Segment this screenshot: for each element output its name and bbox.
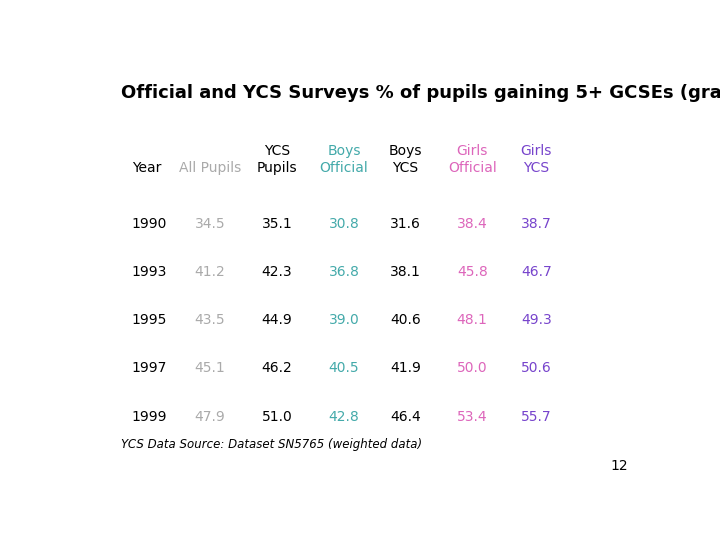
Text: YCS
Pupils: YCS Pupils — [256, 144, 297, 175]
Text: Official and YCS Surveys % of pupils gaining 5+ GCSEs (grades A*-C): Official and YCS Surveys % of pupils gai… — [121, 84, 720, 102]
Text: 43.5: 43.5 — [194, 313, 225, 327]
Text: 45.8: 45.8 — [457, 265, 487, 279]
Text: 31.6: 31.6 — [390, 217, 420, 231]
Text: 46.7: 46.7 — [521, 265, 552, 279]
Text: 40.5: 40.5 — [328, 361, 359, 375]
Text: 42.3: 42.3 — [261, 265, 292, 279]
Text: All Pupils: All Pupils — [179, 161, 241, 175]
Text: Boys
YCS: Boys YCS — [389, 144, 422, 175]
Text: YCS Data Source: Dataset SN5765 (weighted data): YCS Data Source: Dataset SN5765 (weighte… — [121, 437, 422, 451]
Text: 1993: 1993 — [132, 265, 167, 279]
Text: 1999: 1999 — [132, 409, 167, 423]
Text: 44.9: 44.9 — [261, 313, 292, 327]
Text: 41.9: 41.9 — [390, 361, 420, 375]
Text: 49.3: 49.3 — [521, 313, 552, 327]
Text: 53.4: 53.4 — [457, 409, 487, 423]
Text: 41.2: 41.2 — [194, 265, 225, 279]
Text: 38.1: 38.1 — [390, 265, 420, 279]
Text: 46.4: 46.4 — [390, 409, 420, 423]
Text: 1995: 1995 — [132, 313, 167, 327]
Text: 38.7: 38.7 — [521, 217, 552, 231]
Text: 50.0: 50.0 — [457, 361, 487, 375]
Text: Boys
Official: Boys Official — [320, 144, 368, 175]
Text: 34.5: 34.5 — [194, 217, 225, 231]
Text: Girls
YCS: Girls YCS — [521, 144, 552, 175]
Text: 55.7: 55.7 — [521, 409, 552, 423]
Text: 39.0: 39.0 — [328, 313, 359, 327]
Text: 47.9: 47.9 — [194, 409, 225, 423]
Text: 48.1: 48.1 — [456, 313, 487, 327]
Text: 30.8: 30.8 — [328, 217, 359, 231]
Text: Girls
Official: Girls Official — [448, 144, 497, 175]
Text: 38.4: 38.4 — [457, 217, 487, 231]
Text: 1997: 1997 — [132, 361, 167, 375]
Text: 45.1: 45.1 — [194, 361, 225, 375]
Text: 40.6: 40.6 — [390, 313, 420, 327]
Text: 50.6: 50.6 — [521, 361, 552, 375]
Text: 12: 12 — [611, 459, 629, 473]
Text: 42.8: 42.8 — [328, 409, 359, 423]
Text: 36.8: 36.8 — [328, 265, 359, 279]
Text: 46.2: 46.2 — [261, 361, 292, 375]
Text: 35.1: 35.1 — [261, 217, 292, 231]
Text: Year: Year — [132, 161, 161, 175]
Text: 1990: 1990 — [132, 217, 167, 231]
Text: 51.0: 51.0 — [261, 409, 292, 423]
